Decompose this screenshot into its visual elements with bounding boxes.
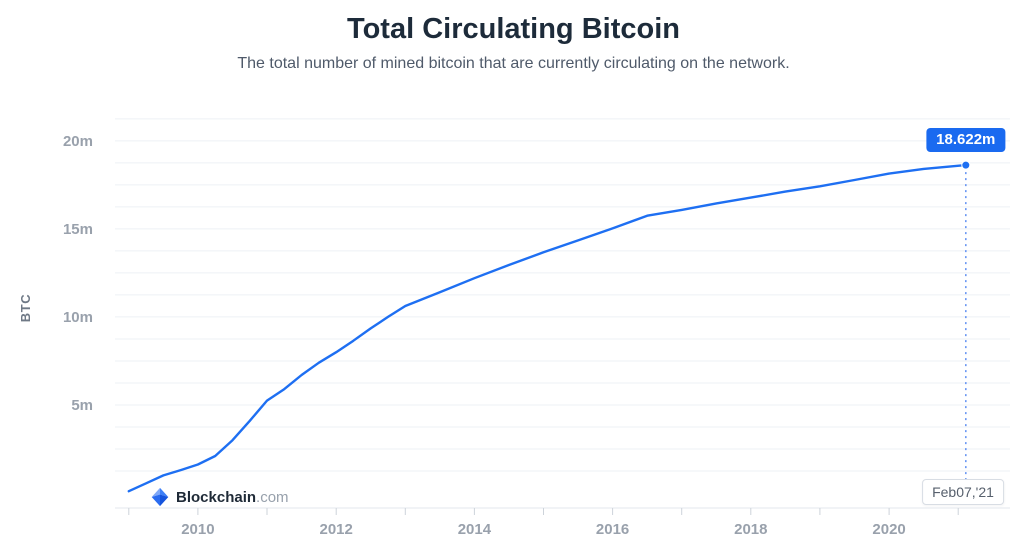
last-date-tooltip: Feb07,'21	[922, 479, 1004, 505]
y-tick-label: 20m	[63, 133, 93, 150]
blockchain-logo-icon	[151, 487, 169, 507]
y-tick-label: 15m	[63, 221, 93, 238]
grid-layer	[115, 118, 1010, 472]
x-tick-label: 2020	[872, 521, 905, 538]
x-tick-label: 2018	[734, 521, 767, 538]
chart-subtitle: The total number of mined bitcoin that a…	[237, 55, 790, 72]
watermark-brand: Blockchain	[176, 488, 257, 506]
watermark: Blockchain.com	[150, 486, 289, 508]
x-tick-label: 2016	[596, 521, 629, 538]
last-point-marker	[961, 160, 971, 170]
y-tick-label: 10m	[63, 309, 93, 326]
x-tick-label: 2012	[320, 521, 353, 538]
watermark-text: Blockchain.com	[176, 489, 289, 506]
axis-layer: 5m 10m 15m 20m 2010 2012 2014 2016 2018 2020	[63, 133, 1010, 538]
series-line[interactable]	[127, 163, 967, 493]
chart-header: Total Circulating Bitcoin The total numb…	[0, 0, 1027, 73]
series-layer	[127, 160, 971, 502]
watermark-suffix: .com	[256, 488, 289, 506]
y-axis-title: BTC	[18, 294, 33, 323]
y-tick-label: 5m	[71, 397, 93, 414]
x-tick-label: 2014	[458, 521, 492, 538]
x-tick-label: 2010	[181, 521, 214, 538]
last-value-tooltip: 18.622m	[926, 128, 1006, 153]
chart-title: Total Circulating Bitcoin	[347, 13, 680, 45]
